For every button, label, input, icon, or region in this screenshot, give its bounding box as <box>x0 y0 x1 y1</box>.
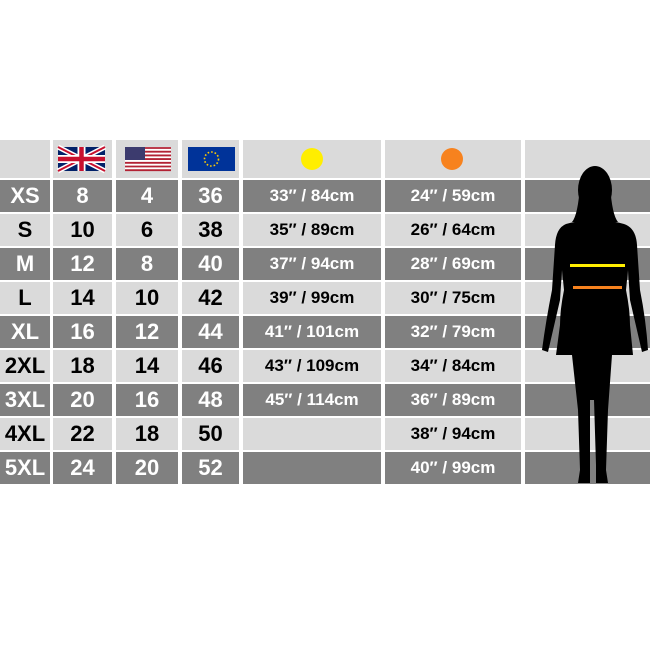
bust-measure: 35″ / 89cm <box>243 214 381 246</box>
eu-size: 44 <box>182 316 239 348</box>
figure-silhouette <box>542 166 648 483</box>
size-label: 5XL <box>0 452 50 484</box>
waist-measure: 28″ / 69cm <box>385 248 521 280</box>
eu-size: 42 <box>182 282 239 314</box>
bust-icon <box>301 148 323 170</box>
bust-measure <box>243 452 381 484</box>
eu-size: 50 <box>182 418 239 450</box>
waist-measure: 40″ / 99cm <box>385 452 521 484</box>
us-flag <box>125 147 171 172</box>
size-label: M <box>0 248 50 280</box>
eu-size: 52 <box>182 452 239 484</box>
bust-measure <box>243 418 381 450</box>
waist-measure: 38″ / 94cm <box>385 418 521 450</box>
size-label: L <box>0 282 50 314</box>
waist-measure: 30″ / 75cm <box>385 282 521 314</box>
uk-size: 22 <box>53 418 112 450</box>
waist-measure: 34″ / 84cm <box>385 350 521 382</box>
bust-measure: 37″ / 94cm <box>243 248 381 280</box>
size-label: XL <box>0 316 50 348</box>
size-label: 4XL <box>0 418 50 450</box>
waist-measure: 24″ / 59cm <box>385 180 521 212</box>
uk-size: 20 <box>53 384 112 416</box>
eu-size: 46 <box>182 350 239 382</box>
size-label: XS <box>0 180 50 212</box>
us-size: 12 <box>116 316 178 348</box>
bust-measure: 41″ / 101cm <box>243 316 381 348</box>
us-size: 6 <box>116 214 178 246</box>
size-label: 2XL <box>0 350 50 382</box>
waist-icon <box>441 148 463 170</box>
uk-size: 18 <box>53 350 112 382</box>
uk-size: 8 <box>53 180 112 212</box>
bust-measure: 39″ / 99cm <box>243 282 381 314</box>
uk-flag <box>56 144 107 174</box>
us-size: 18 <box>116 418 178 450</box>
eu-size: 40 <box>182 248 239 280</box>
us-size: 14 <box>116 350 178 382</box>
header-cell <box>0 140 50 178</box>
eu-size: 48 <box>182 384 239 416</box>
uk-size: 10 <box>53 214 112 246</box>
eu-size: 36 <box>182 180 239 212</box>
bust-measure: 45″ / 114cm <box>243 384 381 416</box>
bust-measure: 43″ / 109cm <box>243 350 381 382</box>
size-label: 3XL <box>0 384 50 416</box>
us-size: 10 <box>116 282 178 314</box>
waist-measure: 36″ / 89cm <box>385 384 521 416</box>
us-size: 8 <box>116 248 178 280</box>
uk-size: 16 <box>53 316 112 348</box>
size-label: S <box>0 214 50 246</box>
us-size: 20 <box>116 452 178 484</box>
eu-flag <box>188 147 235 171</box>
uk-size: 14 <box>53 282 112 314</box>
waist-measure: 32″ / 79cm <box>385 316 521 348</box>
uk-size: 12 <box>53 248 112 280</box>
eu-size: 38 <box>182 214 239 246</box>
us-size: 4 <box>116 180 178 212</box>
us-size: 16 <box>116 384 178 416</box>
waist-measure: 26″ / 64cm <box>385 214 521 246</box>
bust-measure: 33″ / 84cm <box>243 180 381 212</box>
uk-size: 24 <box>53 452 112 484</box>
